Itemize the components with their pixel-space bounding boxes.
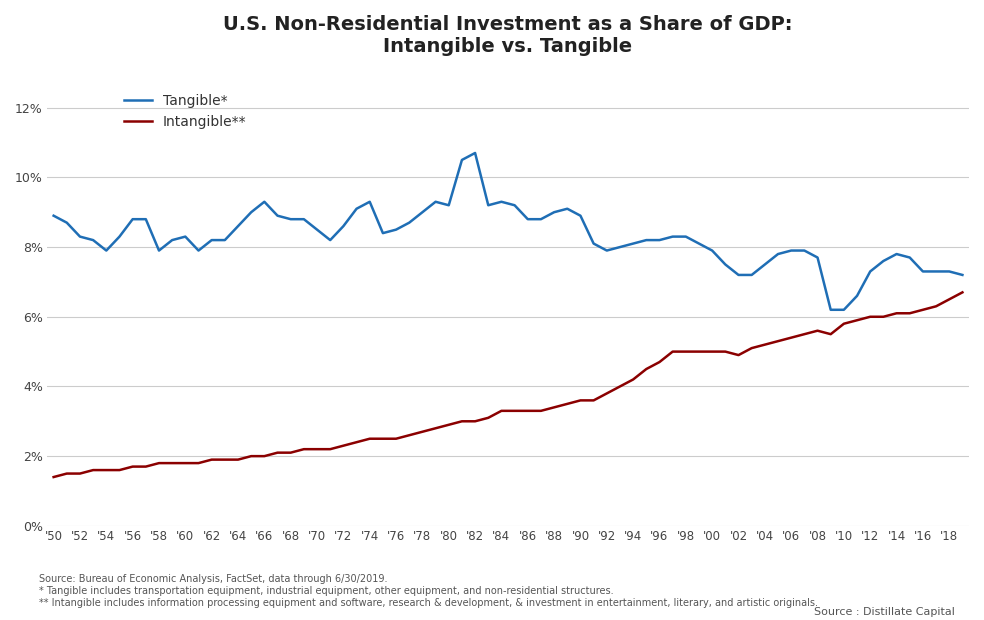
Intangible** [956, 289, 968, 296]
Intangible** [259, 453, 271, 460]
Intangible** [47, 473, 59, 480]
Tangible* [469, 149, 481, 157]
Tangible* [825, 306, 836, 314]
Tangible* [956, 271, 968, 278]
Line: Tangible*: Tangible* [53, 153, 962, 310]
Tangible* [430, 198, 442, 205]
Tangible* [259, 198, 271, 205]
Text: Source : Distillate Capital: Source : Distillate Capital [814, 607, 954, 617]
Text: Source: Bureau of Economic Analysis, FactSet, data through 6/30/2019.
* Tangible: Source: Bureau of Economic Analysis, Fac… [39, 574, 819, 608]
Intangible** [825, 330, 836, 338]
Title: U.S. Non-Residential Investment as a Share of GDP:
Intangible vs. Tangible: U.S. Non-Residential Investment as a Sha… [223, 15, 793, 56]
Intangible** [548, 404, 560, 411]
Tangible* [562, 205, 574, 213]
Tangible* [166, 236, 178, 244]
Line: Intangible**: Intangible** [53, 293, 962, 477]
Tangible* [851, 292, 863, 299]
Legend: Tangible*, Intangible**: Tangible*, Intangible** [118, 89, 252, 135]
Tangible* [47, 212, 59, 219]
Tangible* [325, 236, 337, 244]
Intangible** [812, 327, 824, 334]
Intangible** [325, 445, 337, 453]
Intangible** [284, 449, 296, 456]
